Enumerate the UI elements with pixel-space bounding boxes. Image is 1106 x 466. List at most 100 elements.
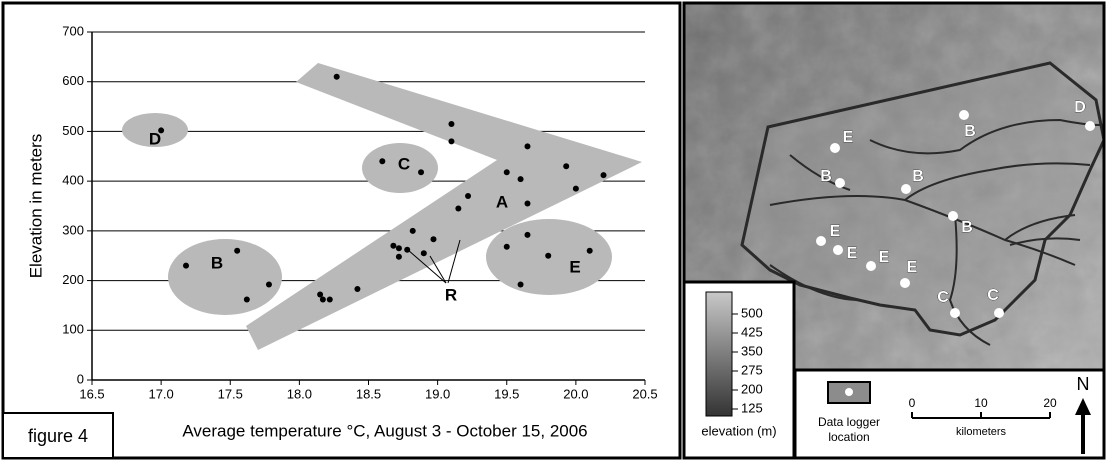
logger-dot [950, 308, 960, 318]
data-point [319, 296, 326, 303]
scale-unit: kilometers [956, 426, 1007, 438]
data-point [572, 185, 579, 192]
streams [769, 118, 1101, 346]
data-point [524, 231, 531, 238]
logger-label: E [879, 249, 890, 266]
group-label: E [569, 257, 580, 276]
logger-label: B [820, 168, 832, 185]
data-point [234, 247, 241, 254]
data-point [586, 247, 593, 254]
y-tick-label: 300 [62, 222, 84, 237]
data-point [354, 286, 361, 293]
logger-dot [900, 278, 910, 288]
data-point [563, 163, 570, 170]
data-point [503, 243, 510, 250]
group-c-region [362, 143, 438, 193]
data-point [333, 73, 340, 80]
logger-dot [866, 261, 876, 271]
data-point [430, 236, 437, 243]
group-label: A [496, 192, 508, 211]
x-tick-label: 20.5 [632, 386, 657, 401]
logger-dot [835, 178, 845, 188]
group-d-region [122, 113, 188, 147]
logger-label: B [964, 123, 976, 140]
x-tick-label: 19.5 [494, 386, 519, 401]
group-label: C [398, 154, 410, 173]
logger-dot [994, 308, 1004, 318]
logger-label: E [843, 129, 854, 146]
scale-tick-label: 20 [1043, 396, 1057, 410]
data-point [517, 281, 524, 288]
data-point [517, 176, 524, 183]
logger-dot [948, 211, 958, 221]
y-tick-label: 100 [62, 322, 84, 337]
data-point [409, 227, 416, 234]
scale-tick-label: 10 [974, 396, 988, 410]
logger-legend-line: Data logger [818, 415, 880, 429]
data-point [524, 143, 531, 150]
group-label: R [445, 285, 457, 304]
logger-dot [833, 245, 843, 255]
data-point [395, 253, 402, 260]
logger-label: C [987, 287, 999, 304]
group-a-region [246, 63, 642, 350]
logger-dot [816, 236, 826, 246]
data-point [600, 172, 607, 179]
x-tick-label: 17.5 [218, 386, 243, 401]
data-point [455, 205, 462, 212]
x-tick-label: 17.0 [148, 386, 173, 401]
group-label: D [149, 129, 161, 148]
logger-label: E [907, 259, 918, 276]
group-label: B [211, 253, 223, 272]
data-point [379, 158, 386, 165]
data-point [420, 250, 427, 257]
data-point [418, 169, 425, 176]
figure-label: figure 4 [28, 426, 88, 446]
data-point [448, 120, 455, 127]
elevation-tick-label: 425 [741, 324, 763, 339]
x-axis-label: Average temperature °C, August 3 - Octob… [182, 421, 587, 440]
data-point [183, 262, 190, 269]
elevation-title: elevation (m) [701, 423, 776, 438]
north-arrowhead [1075, 398, 1091, 415]
y-tick-label: 200 [62, 272, 84, 287]
data-point [465, 193, 472, 200]
data-point [158, 127, 165, 134]
data-point [265, 281, 272, 288]
logger-dot [830, 143, 840, 153]
elevation-tick-label: 200 [741, 381, 763, 396]
x-tick-label: 18.5 [356, 386, 381, 401]
y-tick-label: 400 [62, 173, 84, 188]
scale-tick-label: 0 [909, 396, 916, 410]
logger-label: E [847, 245, 858, 262]
logger-label: B [912, 168, 924, 185]
x-tick-label: 19.0 [425, 386, 450, 401]
data-point [390, 242, 397, 249]
logger-label: B [961, 219, 973, 236]
logger-legend-line: location [828, 430, 869, 444]
elevation-tick-label: 500 [741, 305, 763, 320]
y-tick-label: 600 [62, 73, 84, 88]
data-point [545, 252, 552, 259]
logger-label: D [1074, 99, 1086, 116]
logger-dot [1085, 121, 1095, 131]
logger-dot [959, 110, 969, 120]
x-tick-label: 20.0 [563, 386, 588, 401]
data-point [326, 296, 333, 303]
elevation-tick-label: 125 [741, 400, 763, 415]
elevation-legend-box [682, 280, 796, 460]
group-b-region [168, 239, 282, 315]
x-tick-label: 18.0 [287, 386, 312, 401]
north-label: N [1077, 374, 1090, 394]
figure-label-box [2, 412, 114, 459]
logger-dot [845, 388, 853, 396]
elevation-tick-label: 350 [741, 343, 763, 358]
data-point [448, 138, 455, 145]
data-point [503, 169, 510, 176]
data-point [243, 296, 250, 303]
logger-dot [901, 184, 911, 194]
y-tick-label: 700 [62, 23, 84, 38]
y-tick-label: 500 [62, 123, 84, 138]
r-leaders [407, 239, 461, 284]
